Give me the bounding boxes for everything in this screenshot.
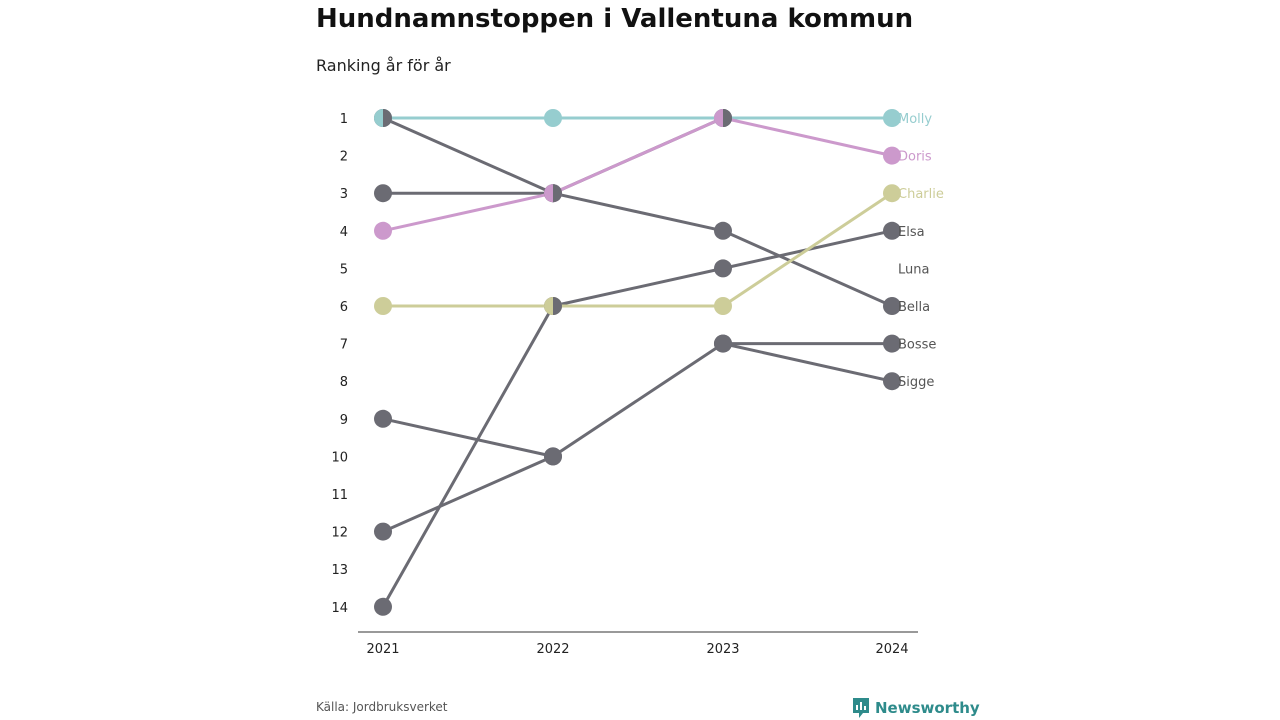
data-point-overlap — [383, 109, 392, 127]
x-tick-label: 2022 — [536, 642, 569, 657]
series-label: Elsa — [898, 225, 925, 240]
series-label: Bella — [898, 300, 930, 315]
source-note: Källa: Jordbruksverket — [316, 700, 448, 714]
data-point — [714, 259, 732, 278]
chart-title: Hundnamnstoppen i Vallentuna kommun — [316, 4, 914, 34]
series-label: Doris — [898, 150, 932, 165]
y-tick-label: 7 — [340, 338, 348, 353]
newsworthy-logo-icon — [853, 698, 869, 718]
data-point — [374, 409, 392, 428]
y-tick-label: 3 — [340, 187, 348, 202]
data-point — [883, 221, 901, 240]
y-tick-label: 1 — [340, 112, 348, 127]
y-tick-label: 11 — [331, 488, 348, 503]
data-point — [883, 334, 901, 353]
series-lines — [381, 116, 894, 609]
brand-name: Newsworthy — [875, 699, 980, 717]
series-label: Luna — [898, 262, 929, 277]
data-point — [544, 109, 562, 127]
series-line — [381, 417, 555, 458]
y-tick-label: 9 — [340, 413, 348, 428]
x-tick-label: 2024 — [875, 642, 908, 657]
y-tick-label: 8 — [340, 375, 348, 390]
y-tick-label: 13 — [331, 563, 348, 578]
series-label: Bosse — [898, 338, 936, 353]
y-tick-label: 10 — [331, 450, 348, 465]
data-point — [883, 146, 901, 165]
series-label: Sigge — [898, 375, 934, 390]
data-point-overlap — [553, 297, 562, 315]
x-axis: 2021 2022 2023 2024 — [358, 631, 918, 657]
y-tick-label: 5 — [340, 262, 348, 277]
data-point — [714, 221, 732, 240]
data-point — [883, 297, 901, 315]
x-tick-label: 2023 — [706, 642, 739, 657]
data-point — [374, 221, 392, 240]
data-point — [374, 597, 392, 616]
data-point — [883, 372, 901, 391]
data-point — [714, 334, 732, 353]
y-tick-label: 6 — [340, 300, 348, 315]
data-point — [374, 184, 392, 203]
data-point — [374, 522, 392, 541]
data-point-overlap — [553, 184, 562, 203]
data-point — [544, 447, 562, 466]
series-line — [381, 229, 894, 609]
data-point — [714, 297, 732, 315]
series-label: Charlie — [898, 187, 944, 202]
x-tick-label: 2021 — [366, 642, 399, 657]
series-line — [381, 116, 894, 308]
y-tick-label: 2 — [340, 150, 348, 165]
data-point — [374, 297, 392, 315]
data-point-overlap — [723, 109, 732, 127]
series-line — [381, 116, 725, 195]
series-line — [381, 116, 894, 233]
series-label: Molly — [898, 112, 932, 127]
data-point — [883, 184, 901, 203]
data-point — [883, 109, 901, 127]
series-line — [381, 342, 894, 534]
y-tick-label: 14 — [331, 601, 348, 616]
series-labels: Molly Doris Charlie Elsa Luna Bella Bosse Sigge — [898, 112, 944, 390]
series-line — [381, 191, 894, 308]
brand: Newsworthy — [852, 697, 980, 719]
y-tick-label: 12 — [331, 526, 348, 541]
series-points — [374, 109, 901, 616]
y-tick-label: 4 — [340, 225, 348, 240]
chart-subtitle: Ranking år för år — [316, 56, 451, 75]
